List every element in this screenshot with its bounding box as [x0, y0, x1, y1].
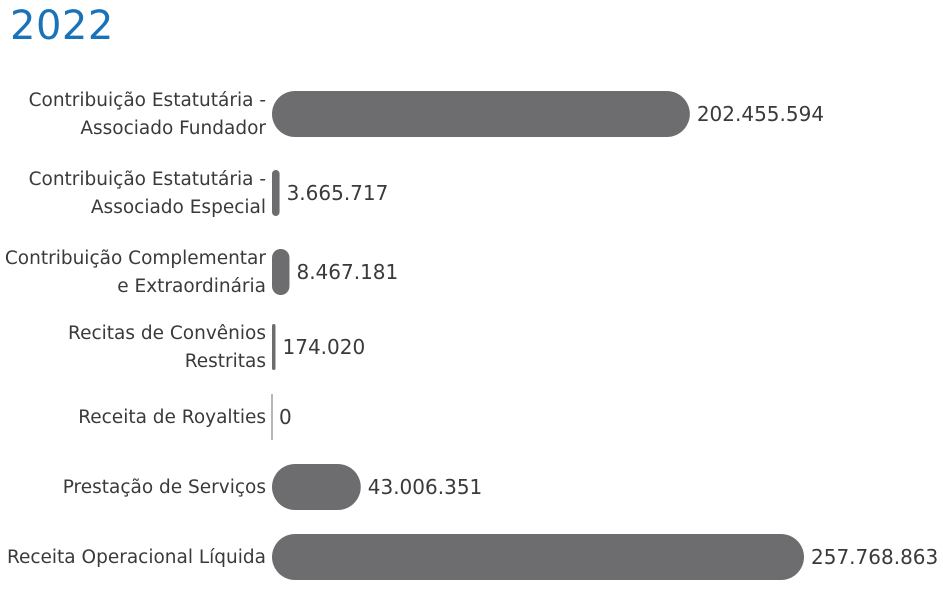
category-label: Receita de Royalties: [78, 407, 266, 428]
category-label: Associado Especial: [91, 197, 266, 218]
value-label: 202.455.594: [697, 102, 824, 126]
category-label: e Extraordinária: [117, 276, 266, 297]
value-label: 43.006.351: [368, 475, 483, 499]
bar-1: [272, 170, 280, 216]
value-label: 0: [279, 405, 292, 429]
bar-6: [272, 534, 804, 580]
value-label: 174.020: [283, 335, 366, 359]
chart-title: 2022: [10, 3, 114, 49]
category-label: Recitas de Convênios: [68, 323, 266, 344]
category-label: Prestação de Serviços: [63, 477, 266, 498]
value-label: 257.768.863: [811, 545, 938, 569]
category-label: Contribuição Complementar: [5, 248, 267, 269]
category-label: Restritas: [185, 351, 266, 372]
value-label: 3.665.717: [287, 181, 389, 205]
category-label: Receita Operacional Líquida: [7, 547, 266, 568]
bar-0: [272, 91, 690, 137]
category-label: Contribuição Estatutária -: [29, 90, 266, 111]
value-label: 8.467.181: [296, 260, 398, 284]
bar-2: [272, 249, 290, 295]
category-label: Associado Fundador: [80, 118, 266, 139]
category-label: Contribuição Estatutária -: [29, 169, 266, 190]
bar-5: [272, 464, 361, 510]
bar-3: [272, 324, 276, 370]
